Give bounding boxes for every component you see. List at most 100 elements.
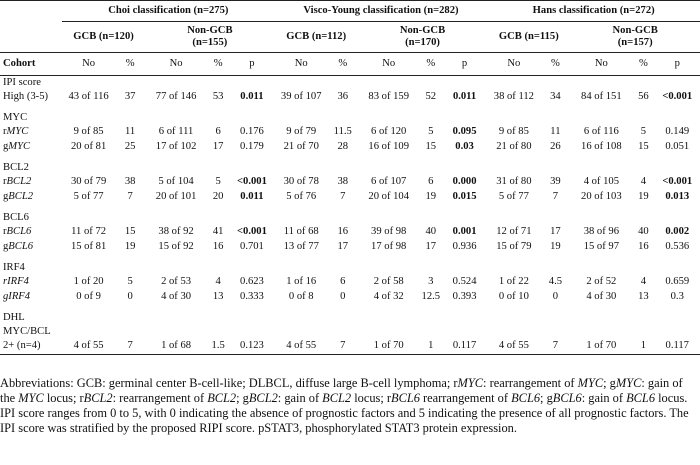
percent-cell: 41 [212,226,224,238]
count-cell: 5 of 104 [158,176,194,188]
percent-cell: 15 [425,141,437,153]
count-cell: 30 of 79 [70,176,107,188]
percent-cell: 7 [327,339,358,355]
percent-cell: 26 [550,141,561,153]
percent-cell: 0 [340,291,346,303]
percent-cell: 6 [428,176,434,188]
col-p: p [229,52,275,76]
p-value-cell: 0.011 [240,191,264,203]
cohort-header: Cohort [0,52,63,76]
count-cell: 6 of 120 [371,126,407,138]
percent-cell: 5 [215,176,221,188]
count-cell: 39 of 107 [280,91,322,103]
count-cell: 21 of 80 [496,141,532,153]
percent-cell: 15 [124,226,136,238]
col-pct: % [632,52,655,76]
percent-cell: 38 [337,176,349,188]
subgroup-non-gcb: Non-GCB (n=157) [570,21,700,53]
col-pct: % [419,52,442,76]
p-value-cell: <0.001 [237,226,267,238]
percent-cell: 19 [124,241,136,253]
percent-cell: 16 [638,241,649,253]
percent-cell: 56 [638,91,649,103]
percent-cell: 0 [552,291,559,303]
p-value-cell: 0.3 [670,291,684,303]
count-cell: 30 of 78 [283,176,319,188]
percent-cell: 17 [337,241,349,253]
count-cell: 1 of 22 [498,276,529,288]
count-cell: 12 of 71 [496,226,532,238]
table-row: rIRF4 1 of 20 5 2 of 53 4 0.623 1 of 16 6 2 of 5… [0,275,700,290]
p-value-cell: 0.333 [240,291,264,303]
percent-cell: 1 [632,339,655,355]
table-row: rBCL6 11 of 72 15 38 of 92 41 <0.001 11 of 68 1… [0,225,700,240]
row-label-dhl-a: MYC/BCL [3,325,51,337]
count-cell: 21 of 70 [283,141,319,153]
col-pct: % [327,52,358,76]
p-value-cell: 0.011 [452,91,477,103]
count-cell: 2 of 52 [586,276,617,288]
p-value-cell: 0.117 [441,339,488,355]
percent-cell: 17 [212,141,224,153]
count-cell: 15 of 97 [583,241,619,253]
p-value-cell: 0.002 [665,226,690,238]
count-cell: 20 of 81 [70,141,107,153]
percent-cell: 7 [340,191,346,203]
p-value-cell: 0.659 [665,276,690,288]
count-cell: 4 of 105 [583,176,619,188]
p-value-cell: 0.117 [654,339,700,355]
count-cell: 11 of 68 [283,226,319,238]
row-label-ipi-high: High (3-5) [3,91,49,103]
section-myc: MYC [3,111,28,123]
footnote: Abbreviations: GCB: germinal center B-ce… [0,376,689,436]
count-cell: 1 of 70 [570,339,633,355]
section-ipi: IPI score [3,76,41,88]
col-no: No [145,52,208,76]
count-cell: 1 of 68 [145,339,208,355]
count-cell: 13 of 77 [283,241,319,253]
count-cell: 5 of 76 [286,191,317,203]
count-cell: 77 of 146 [155,91,197,103]
p-value-cell: 0.123 [229,339,275,355]
count-cell: 4 of 55 [487,339,541,355]
percent-cell: 5 [127,276,133,288]
percent-cell: 7 [127,191,133,203]
percent-cell: 4 [215,276,221,288]
percent-cell: 52 [425,91,437,103]
count-cell: 39 of 98 [371,226,407,238]
count-cell: 2 of 58 [373,276,404,288]
count-cell: 4 of 32 [373,291,404,303]
count-cell: 11 of 72 [71,226,107,238]
table-row: gBCL6 15 of 81 19 15 of 92 16 0.701 13 of 77 17… [0,240,700,255]
count-cell: 4 of 55 [274,339,328,355]
row-label-rbcl6: rBCL6 [3,226,32,238]
p-value-cell: 0.936 [452,241,477,253]
count-cell: 1 of 16 [286,276,317,288]
percent-cell: 6 [215,126,221,138]
subgroup-header-row: GCB (n=120) Non-GCB (n=155) GCB (n=112) N… [0,21,700,53]
p-value-cell: 0.000 [452,176,477,188]
subgroup-non-gcb: Non-GCB (n=155) [145,21,275,53]
section-label-row: BCL2 [0,161,700,175]
percent-cell: 15 [638,141,649,153]
count-cell: 0 of 8 [288,291,314,303]
count-cell: 83 of 159 [368,91,410,103]
percent-cell: 53 [212,91,224,103]
p-value-cell: 0.701 [240,241,264,253]
group-title-choi: Choi classification (n=275) [62,0,275,22]
count-cell: 15 of 79 [496,241,532,253]
p-value-cell: 0.524 [452,276,477,288]
col-pct: % [115,52,146,76]
percent-cell: 7 [552,191,559,203]
count-cell: 15 of 81 [70,241,107,253]
group-title-visco-young: Visco-Young classification (n=282) [274,0,488,22]
p-value-cell: 0.011 [240,91,264,103]
table-row: gMYC 20 of 81 25 17 of 102 17 0.179 21 of 70 28… [0,140,700,155]
count-cell: 31 of 80 [496,176,532,188]
count-cell: 4 of 55 [62,339,116,355]
count-cell: 5 of 77 [498,191,529,203]
percent-cell: 28 [337,141,349,153]
percent-cell: 3 [428,276,434,288]
count-cell: 4 of 30 [161,291,192,303]
